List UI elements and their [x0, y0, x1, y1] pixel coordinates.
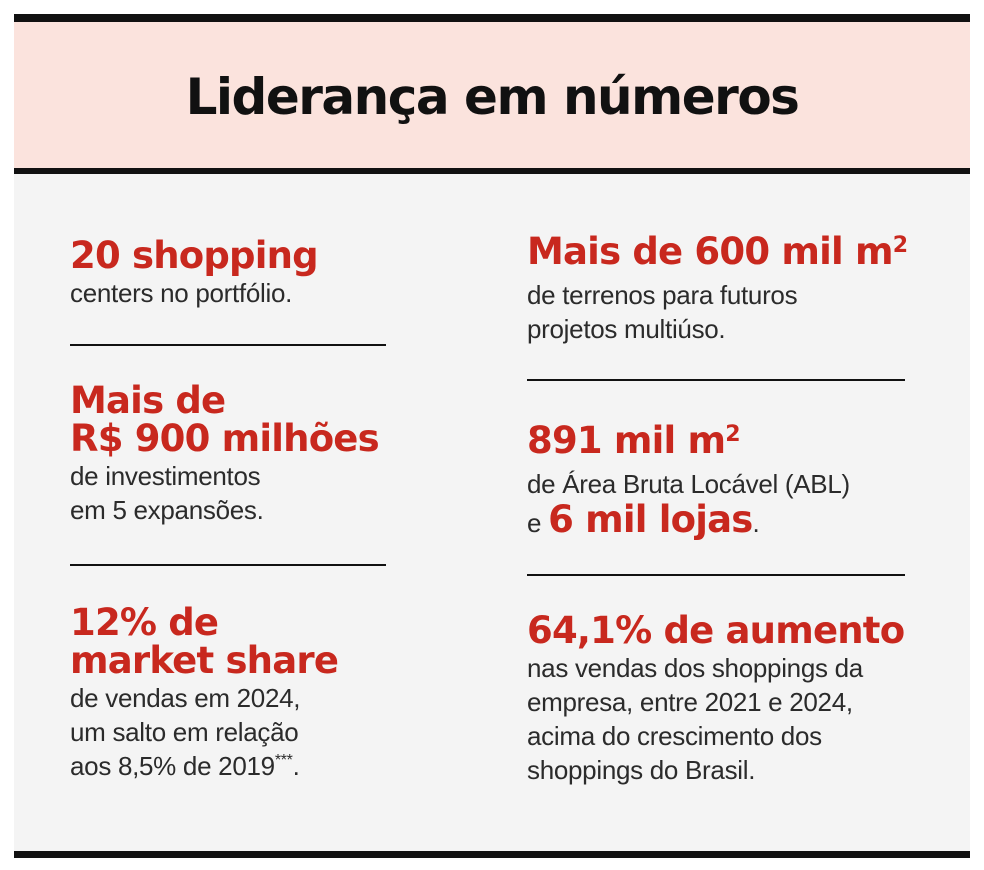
stat-gla: 891 mil m2 de Área Bruta Locável (ABL) e… [527, 422, 850, 542]
stat-market-share: 12% de market share de vendas em 2024, u… [70, 601, 339, 788]
sentence-end: . [752, 508, 760, 538]
divider-rule [70, 344, 386, 346]
bottom-border [14, 851, 970, 858]
stat-headline: 64,1% de aumento [527, 609, 905, 652]
top-border [14, 14, 970, 22]
stat-description-line2: e 6 mil lojas. [527, 501, 850, 542]
infographic-frame: Liderança em números 20 shopping centers… [14, 14, 970, 858]
stat-description-line1: de Área Bruta Locável (ABL) [527, 469, 850, 499]
stat-description-line2: empresa, entre 2021 e 2024, [527, 687, 853, 717]
title-banner: Liderança em números [14, 22, 970, 168]
stat-headline: 20 shopping [70, 234, 319, 277]
stat-description-line1: nas vendas dos shoppings da [527, 653, 863, 683]
stat-description-line3: aos 8,5% de 2019***. [70, 749, 338, 788]
stat-sales-growth: 64,1% de aumento nas vendas dos shopping… [527, 609, 905, 787]
divider-rule [70, 564, 386, 566]
stat-description-prefix: e [527, 508, 542, 538]
stat-description-line2: projetos multiúso. [527, 314, 726, 344]
stat-description-text: aos 8,5% de 2019 [70, 751, 275, 781]
stat-headline-line2: R$ 900 milhões [70, 417, 380, 460]
stat-headline: Mais de 600 mil m2 [527, 233, 908, 277]
page-title: Liderança em números [185, 68, 800, 126]
stat-headline-text: Mais de 600 mil m [527, 230, 894, 273]
stat-investments: Mais de R$ 900 milhões de investimentos … [70, 379, 380, 527]
stat-land-area: Mais de 600 mil m2 de terrenos para futu… [527, 233, 908, 346]
stat-description-line2: um salto em relação [70, 717, 299, 747]
stat-headline: 891 mil m2 [527, 422, 850, 466]
divider-rule [527, 574, 905, 576]
stat-description-line3: acima do crescimento dos [527, 721, 822, 751]
stat-description-line1: de vendas em 2024, [70, 683, 301, 713]
title-divider [14, 168, 970, 174]
stat-headline-text: 891 mil m [527, 419, 726, 462]
stat-description: centers no portfólio. [70, 278, 293, 308]
footnote-marker: *** [274, 752, 293, 769]
stat-description-line1: de investimentos [70, 461, 261, 491]
stat-shopping-count: 20 shopping centers no portfólio. [70, 234, 319, 310]
stat-description-line4: shoppings do Brasil. [527, 755, 756, 785]
superscript-two: 2 [725, 422, 741, 447]
stat-headline-line2: market share [70, 639, 339, 682]
stat-headline-line1: Mais de [70, 379, 226, 422]
stat-inline-highlight: 6 mil lojas [548, 498, 753, 541]
superscript-two: 2 [892, 233, 909, 258]
stat-description-line1: de terrenos para futuros [527, 280, 798, 310]
stat-headline-line1: 12% de [70, 601, 219, 644]
divider-rule [527, 379, 905, 381]
sentence-end: . [292, 751, 300, 781]
stat-description-line2: em 5 expansões. [70, 495, 264, 525]
